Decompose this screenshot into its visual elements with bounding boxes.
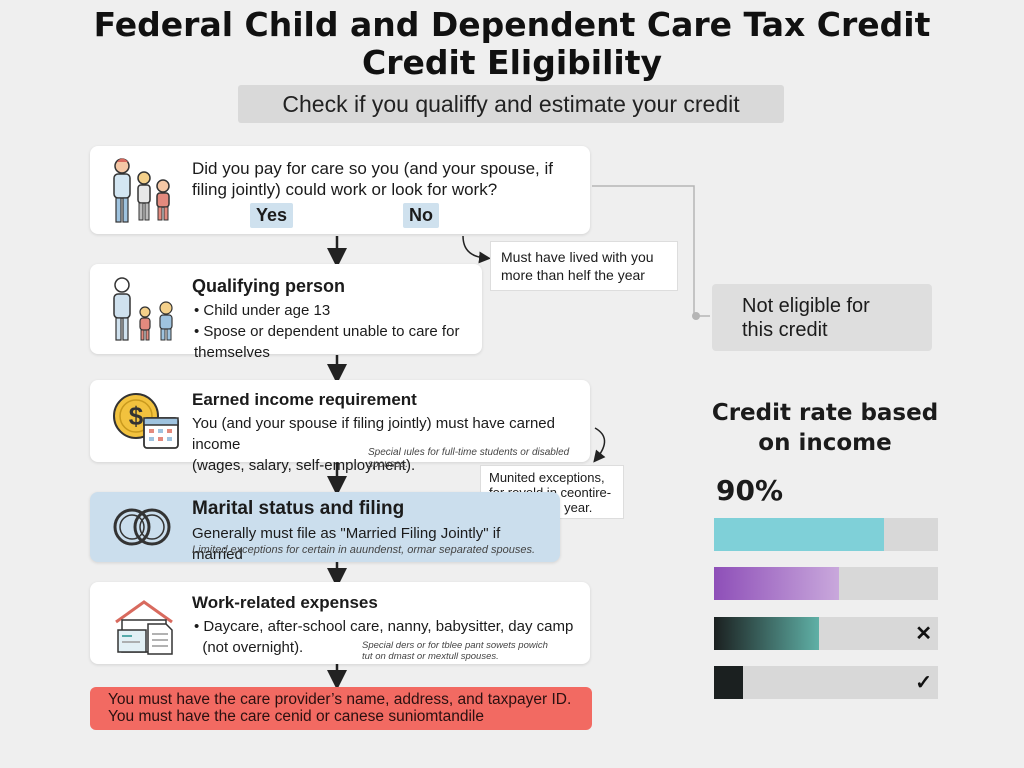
residency-note: Must have lived with you more than helf … — [490, 241, 678, 291]
step-qualifying-person: Qualifying person • Child under age 13 •… — [90, 264, 482, 361]
requirement-line1: You (and your spouse if filing jointly) … — [192, 415, 555, 453]
step-title: Work-related expenses — [192, 593, 378, 612]
rate-bar: ✕ — [714, 617, 938, 650]
warning-line1: You must have the care provider’s name, … — [108, 691, 572, 708]
yes-option[interactable]: Yes — [250, 203, 294, 228]
no-option[interactable]: No — [403, 203, 439, 228]
residency-note-line1: Must have lived with you — [501, 249, 654, 265]
parent-children-icon — [113, 277, 173, 341]
step-earned-income: $ Earned income requirement You (and you… — [90, 380, 590, 474]
not-eligible-box: Not eligible for this credit — [712, 284, 932, 351]
step-title: Earned income requirement — [192, 390, 417, 409]
rate-bar-fill — [714, 518, 885, 551]
curved-arrow — [462, 235, 491, 264]
credit-rate-title: Credit rate based on income — [690, 398, 960, 458]
special-note-line1: Special ders or for tblee pant sowets po… — [362, 640, 548, 651]
rate-bar: ✓ — [714, 666, 938, 699]
rate-bar-fill — [714, 567, 840, 600]
page-title: Federal Child and Dependent Care Tax Cre… — [93, 5, 931, 44]
bullet-item: • Spose or dependent unable to care for … — [194, 323, 460, 361]
wedding-rings-icon — [113, 508, 171, 546]
bullet-item: • Child under age 13 — [194, 302, 331, 319]
curved-arrow — [593, 427, 606, 463]
step-title: Marital status and filing — [192, 498, 405, 519]
credit-rate-title-line2: on income — [758, 430, 892, 456]
page-title-line2: Credit Eligibility — [361, 43, 662, 82]
svg-text:$: $ — [129, 401, 144, 431]
requirement-line2: (wages, salary, self-employment). — [192, 457, 416, 474]
bullet-item: (not overnight). — [202, 639, 304, 656]
house-documents-icon — [115, 600, 173, 655]
credit-rate-percent: 90% — [716, 474, 784, 507]
special-rules-note: Special ıules for full-time students or … — [368, 447, 570, 470]
filing-exceptions: Limited exceptions for certain in auunde… — [192, 544, 536, 556]
step-title: Qualifying person — [192, 276, 346, 296]
rate-bar — [714, 567, 938, 600]
step-marital-status: Marital status and filing Generally must… — [90, 492, 560, 563]
not-eligible-line2: this credit — [742, 319, 828, 341]
step-care-question: Did you pay for care so you (and your sp… — [90, 146, 590, 234]
question-line1: Did you pay for care so you (and your sp… — [192, 159, 553, 178]
special-note-line2: tut on dmast or mextull spouses. — [362, 651, 499, 662]
not-eligible-connector — [592, 185, 710, 317]
subtitle-bar: Check if you qualiffy and estimate your … — [238, 85, 784, 123]
cross-icon: ✕ — [915, 623, 932, 645]
credit-rate-title-line1: Credit rate based — [711, 400, 939, 426]
question-line2: filing jointly) could work or look for w… — [192, 180, 498, 199]
provider-id-warning: You must have the care provider’s name, … — [90, 687, 592, 730]
residency-note-line2: more than helf the year — [501, 267, 645, 283]
not-eligible-line1: Not eligible for — [742, 295, 870, 317]
rate-bar — [714, 518, 938, 551]
rate-bar-fill — [714, 617, 820, 650]
step-work-expenses: Work-related expenses • Daycare, after-s… — [90, 582, 590, 664]
bullet-item: • Daycare, after-school care, nanny, bab… — [194, 618, 574, 635]
rate-bar-fill — [714, 666, 744, 699]
filing-requirement: Generally must file as "Married Filing J… — [192, 525, 501, 563]
subtitle: Check if you qualiffy and estimate your … — [282, 90, 740, 117]
exceptions-note-line1: Munited exceptions, — [489, 470, 605, 485]
warning-line2: You must have the care cenid or canese s… — [108, 708, 484, 725]
check-icon: ✓ — [915, 672, 932, 694]
dollar-calendar-icon: $ — [113, 393, 179, 449]
family-icon — [113, 158, 170, 223]
